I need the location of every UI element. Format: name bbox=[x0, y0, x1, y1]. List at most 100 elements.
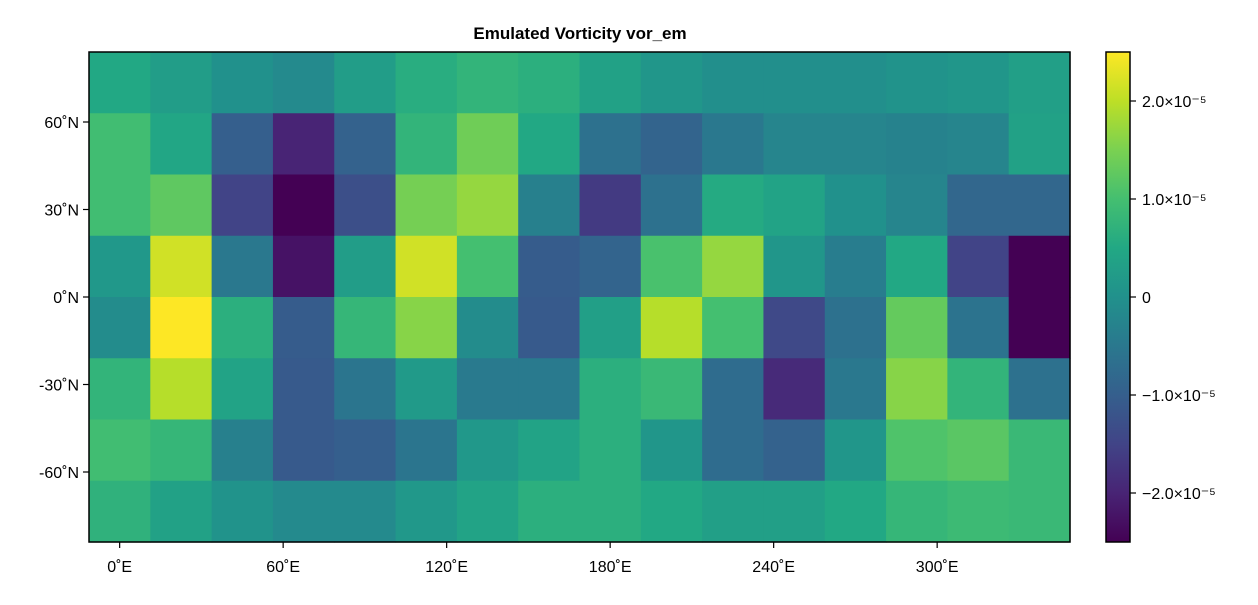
heatmap-cell bbox=[579, 174, 642, 237]
heatmap-cell bbox=[824, 174, 887, 237]
heatmap-cell bbox=[211, 419, 274, 482]
heatmap-cell bbox=[272, 297, 335, 359]
heatmap-cell bbox=[456, 235, 519, 298]
heatmap-cell bbox=[518, 358, 581, 421]
heatmap-cell bbox=[640, 235, 703, 298]
heatmap-cell bbox=[886, 113, 948, 176]
heatmap-cell bbox=[824, 235, 887, 298]
heatmap-cell bbox=[456, 358, 519, 421]
heatmap-cell bbox=[272, 113, 335, 176]
colorbar bbox=[1105, 51, 1131, 543]
heatmap-cell bbox=[150, 419, 213, 482]
heatmap-cell bbox=[947, 113, 1010, 176]
chart-title: Emulated Vorticity vor_em bbox=[473, 24, 686, 43]
heatmap-cell bbox=[824, 113, 887, 176]
heatmap-cell bbox=[89, 113, 151, 176]
heatmap-cell bbox=[456, 480, 519, 543]
x-tick-label: 180˚E bbox=[589, 559, 632, 576]
y-tick-label: -60˚N bbox=[39, 465, 79, 482]
heatmap-cell bbox=[1008, 480, 1071, 543]
heatmap-cell bbox=[1008, 235, 1071, 298]
heatmap-cell bbox=[702, 52, 765, 114]
heatmap-cell bbox=[211, 358, 274, 421]
heatmap-cell bbox=[763, 358, 826, 421]
heatmap-cell bbox=[272, 235, 335, 298]
heatmap-cell bbox=[518, 480, 581, 543]
heatmap-cell bbox=[763, 480, 826, 543]
heatmap-cell bbox=[824, 52, 887, 114]
heatmap-cell bbox=[395, 235, 458, 298]
heatmap-cell bbox=[89, 480, 151, 543]
heatmap-cell bbox=[824, 480, 887, 543]
heatmap-cell bbox=[518, 297, 581, 359]
colorbar-tick-label: 0 bbox=[1142, 290, 1151, 307]
heatmap-cells bbox=[89, 52, 1071, 543]
heatmap-cell bbox=[211, 52, 274, 114]
heatmap-cell bbox=[395, 113, 458, 176]
heatmap-cell bbox=[640, 358, 703, 421]
heatmap-cell bbox=[334, 174, 397, 237]
heatmap-cell bbox=[640, 113, 703, 176]
heatmap-cell bbox=[211, 235, 274, 298]
heatmap-cell bbox=[579, 297, 642, 359]
heatmap-cell bbox=[272, 52, 335, 114]
heatmap-cell bbox=[1008, 297, 1071, 359]
heatmap-cell bbox=[272, 358, 335, 421]
heatmap-cell bbox=[89, 358, 151, 421]
heatmap-cell bbox=[947, 52, 1010, 114]
heatmap-cell bbox=[640, 297, 703, 359]
heatmap-cell bbox=[640, 480, 703, 543]
heatmap-cell bbox=[579, 113, 642, 176]
heatmap-cell bbox=[334, 480, 397, 543]
heatmap-cell bbox=[947, 419, 1010, 482]
x-tick-label: 0˚E bbox=[107, 559, 132, 576]
heatmap-cell bbox=[886, 174, 948, 237]
heatmap-cell bbox=[702, 113, 765, 176]
x-tick-label: 240˚E bbox=[752, 559, 795, 576]
heatmap-cell bbox=[518, 52, 581, 114]
heatmap-cell bbox=[456, 419, 519, 482]
heatmap-cell bbox=[763, 174, 826, 237]
heatmap-cell bbox=[395, 52, 458, 114]
heatmap-cell bbox=[456, 174, 519, 237]
heatmap-cell bbox=[947, 480, 1010, 543]
heatmap-cell bbox=[1008, 52, 1071, 114]
heatmap-cell bbox=[395, 174, 458, 237]
heatmap-cell bbox=[1008, 113, 1071, 176]
heatmap-cell bbox=[211, 480, 274, 543]
heatmap-cell bbox=[334, 235, 397, 298]
x-tick-label: 300˚E bbox=[916, 559, 959, 576]
heatmap-cell bbox=[395, 419, 458, 482]
heatmap-cell bbox=[518, 113, 581, 176]
heatmap-cell bbox=[763, 235, 826, 298]
heatmap-cell bbox=[947, 235, 1010, 298]
heatmap-cell bbox=[395, 480, 458, 543]
heatmap-cell bbox=[518, 174, 581, 237]
heatmap-cell bbox=[89, 235, 151, 298]
heatmap-cell bbox=[824, 358, 887, 421]
heatmap-cell bbox=[640, 419, 703, 482]
heatmap-cell bbox=[947, 174, 1010, 237]
heatmap-cell bbox=[886, 297, 948, 359]
heatmap-cell bbox=[579, 358, 642, 421]
heatmap-cell bbox=[702, 235, 765, 298]
heatmap-cell bbox=[456, 297, 519, 359]
heatmap-cell bbox=[89, 52, 151, 114]
heatmap-cell bbox=[272, 419, 335, 482]
heatmap-cell bbox=[150, 235, 213, 298]
heatmap-cell bbox=[150, 52, 213, 114]
heatmap-cell bbox=[150, 113, 213, 176]
heatmap-cell bbox=[824, 419, 887, 482]
heatmap-cell bbox=[518, 419, 581, 482]
colorbar-tick-label: −2.0×10⁻⁵ bbox=[1142, 486, 1216, 503]
colorbar-tick-label: −1.0×10⁻⁵ bbox=[1142, 388, 1216, 405]
heatmap-cell bbox=[334, 113, 397, 176]
heatmap-cell bbox=[272, 480, 335, 543]
y-tick-label: 60˚N bbox=[44, 115, 79, 132]
heatmap-cell bbox=[456, 113, 519, 176]
heatmap-cell bbox=[518, 235, 581, 298]
x-tick-label: 60˚E bbox=[266, 559, 300, 576]
heatmap-cell bbox=[395, 358, 458, 421]
heatmap-cell bbox=[150, 358, 213, 421]
